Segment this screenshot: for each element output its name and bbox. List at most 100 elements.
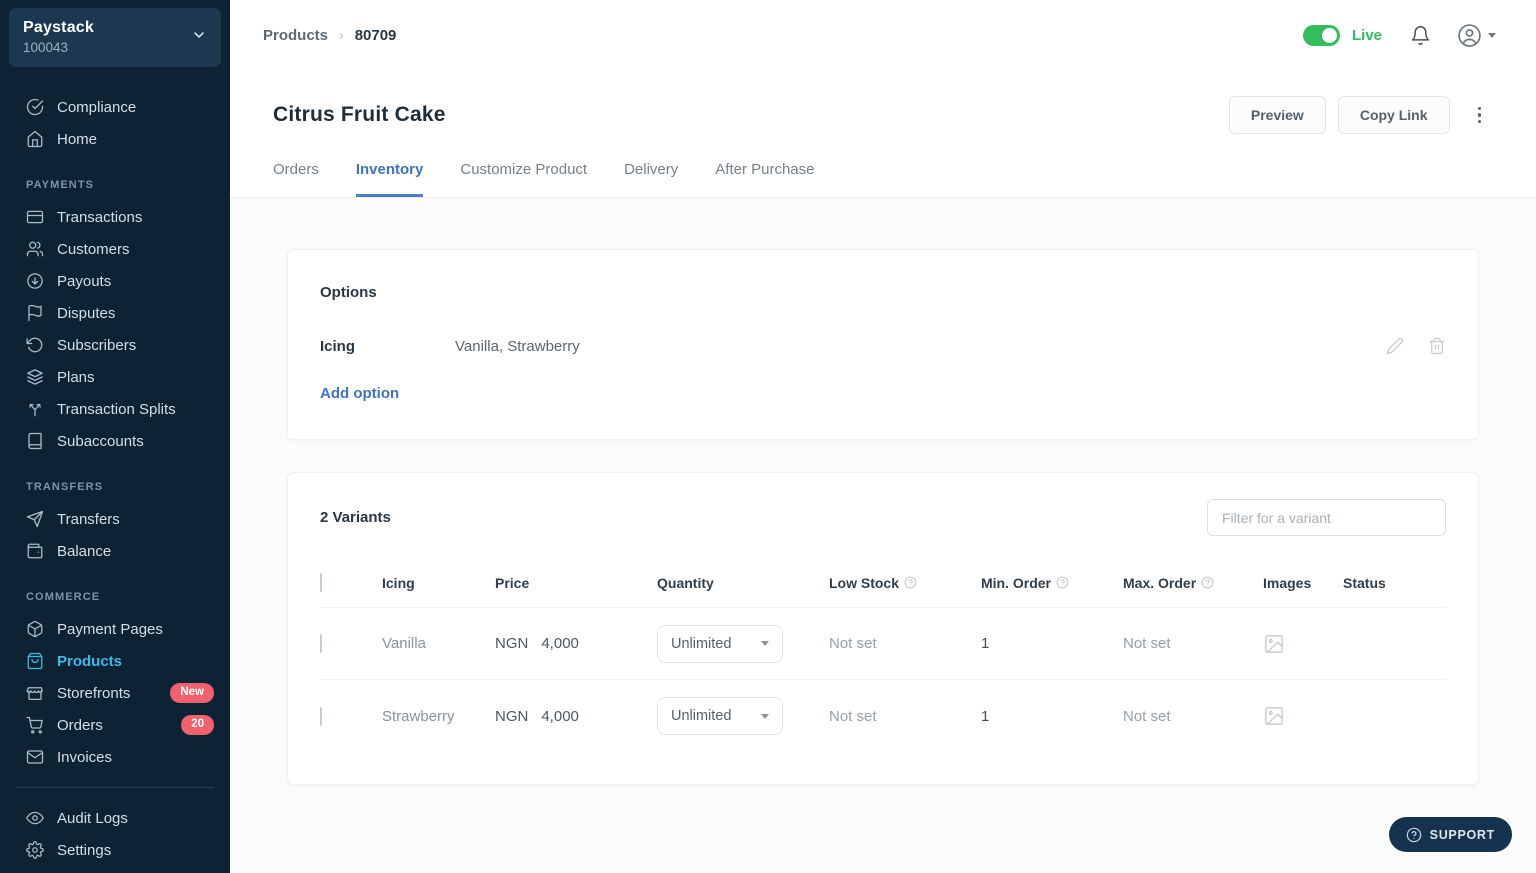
- user-avatar-icon: [1458, 23, 1481, 47]
- tab-orders[interactable]: Orders: [273, 161, 319, 178]
- business-switcher[interactable]: Paystack 100043: [9, 8, 221, 67]
- currency-label: NGN: [495, 707, 529, 725]
- column-header-label: Min. Order: [981, 574, 1052, 591]
- row-checkbox-cell: [320, 706, 382, 726]
- sidebar-item-transfers[interactable]: Transfers: [0, 503, 230, 535]
- support-label: SUPPORT: [1429, 827, 1495, 842]
- column-header-images: Images: [1263, 575, 1343, 591]
- sidebar-section-label: TRANSFERS: [26, 481, 104, 493]
- tab-delivery[interactable]: Delivery: [624, 161, 679, 178]
- currency-label: NGN: [495, 635, 529, 652]
- copy-link-button[interactable]: Copy Link: [1337, 96, 1450, 134]
- account-menu[interactable]: [1457, 23, 1496, 48]
- quantity-value: Unlimited: [671, 708, 732, 724]
- sidebar-item-compliance[interactable]: Compliance: [0, 91, 230, 123]
- sidebar-divider: [16, 787, 214, 788]
- breadcrumb: Products › 80709: [263, 27, 396, 44]
- rotate-ccw-icon: [26, 336, 44, 354]
- caret-down-icon: [761, 641, 769, 646]
- select-all-checkbox[interactable]: [320, 572, 322, 592]
- toggle-knob: [1324, 646, 1340, 663]
- sidebar-item-products[interactable]: Products: [0, 645, 230, 677]
- tab-customize-product[interactable]: Customize Product: [460, 161, 588, 178]
- sidebar-item-subaccounts[interactable]: Subaccounts: [0, 425, 230, 457]
- image-placeholder-icon[interactable]: [1263, 633, 1343, 655]
- quantity-cell: Unlimited: [657, 624, 829, 663]
- sidebar-item-invoices[interactable]: Invoices: [0, 741, 230, 773]
- eye-icon: [26, 809, 44, 827]
- book-icon: [26, 432, 44, 450]
- sidebar-item-disputes[interactable]: Disputes: [0, 297, 230, 329]
- sidebar-badge: 20: [181, 715, 214, 735]
- tab-after-purchase[interactable]: After Purchase: [715, 161, 815, 178]
- caret-down-icon: [1488, 32, 1496, 38]
- main-area: Products › 80709 Live Citrus Fruit Cake: [230, 0, 1536, 873]
- page-title: Citrus Fruit Cake: [273, 103, 446, 126]
- variant-name-cell: Strawberry: [382, 707, 455, 725]
- sidebar-item-plans[interactable]: Plans: [0, 361, 230, 393]
- help-circle-icon: [1406, 827, 1421, 842]
- image-placeholder-icon[interactable]: [1263, 705, 1343, 727]
- variants-header: 2 Variants: [320, 499, 1446, 536]
- split-icon: [26, 400, 44, 418]
- title-row: Citrus Fruit Cake Preview Copy Link: [273, 96, 1489, 134]
- toggle-knob: [1321, 27, 1337, 43]
- sidebar-item-payment-pages[interactable]: Payment Pages: [0, 613, 230, 645]
- add-option-link[interactable]: Add option: [320, 385, 400, 402]
- preview-button[interactable]: Preview: [1228, 96, 1326, 134]
- more-options-kebab-icon[interactable]: [1470, 101, 1490, 130]
- sidebar-item-orders[interactable]: Orders 20: [0, 709, 230, 741]
- variants-table: Icing Price Quantity Low Stock Min. Order Max…: [320, 558, 1446, 752]
- help-circle-icon[interactable]: [904, 576, 917, 589]
- sidebar-item-label: Subaccounts: [57, 432, 144, 450]
- delete-trash-icon[interactable]: [1428, 337, 1446, 355]
- sidebar-badge: New: [170, 683, 214, 703]
- sidebar-item-storefronts[interactable]: Storefronts New: [0, 677, 230, 709]
- sidebar-item-label: Settings: [57, 841, 112, 859]
- sidebar-section-label: PAYMENTS: [26, 179, 95, 191]
- business-info: Paystack 100043: [23, 19, 94, 55]
- low-stock-cell: Not set: [829, 707, 877, 725]
- row-checkbox[interactable]: [320, 634, 322, 653]
- sidebar-item-transaction-splits[interactable]: Transaction Splits: [0, 393, 230, 425]
- notifications-bell-icon[interactable]: [1410, 25, 1431, 46]
- sidebar-item-transactions[interactable]: Transactions: [0, 201, 230, 233]
- home-icon: [26, 130, 44, 148]
- tab-inventory[interactable]: Inventory: [355, 161, 424, 197]
- sidebar-item-audit-logs[interactable]: Audit Logs: [0, 802, 230, 834]
- breadcrumb-products[interactable]: Products: [263, 26, 329, 44]
- column-header-label: Quantity: [657, 574, 714, 591]
- price-value: 4,000: [541, 707, 579, 725]
- sidebar-item-subscribers[interactable]: Subscribers: [0, 329, 230, 361]
- mail-icon: [26, 748, 44, 766]
- variant-filter-input[interactable]: [1207, 499, 1446, 536]
- support-button[interactable]: SUPPORT: [1388, 817, 1512, 852]
- sidebar-item-label: Disputes: [57, 304, 116, 322]
- quantity-dropdown[interactable]: Unlimited: [657, 624, 783, 663]
- live-mode-toggle[interactable]: [1302, 24, 1340, 46]
- sidebar-item-settings[interactable]: Settings: [0, 834, 230, 866]
- send-icon: [26, 510, 44, 528]
- toggle-knob: [1324, 719, 1340, 735]
- sidebar-item-label: Transactions: [57, 208, 143, 226]
- sidebar-item-customers[interactable]: Customers: [0, 233, 230, 265]
- breadcrumb-separator-icon: ›: [339, 27, 344, 43]
- sidebar-item-balance[interactable]: Balance: [0, 535, 230, 567]
- table-header-row: Icing Price Quantity Low Stock Min. Order Max…: [320, 558, 1446, 608]
- sidebar-item-payouts[interactable]: Payouts: [0, 265, 230, 297]
- quantity-dropdown[interactable]: Unlimited: [657, 697, 783, 735]
- help-circle-icon[interactable]: [1056, 576, 1069, 589]
- column-header-label: Max. Order: [1123, 574, 1197, 591]
- sidebar-item-label: Audit Logs: [57, 809, 128, 827]
- help-circle-icon[interactable]: [1201, 576, 1214, 589]
- card-icon: [26, 208, 44, 226]
- column-header-status: Status: [1343, 575, 1446, 591]
- option-name: Icing: [320, 337, 356, 355]
- row-checkbox[interactable]: [320, 706, 322, 726]
- sidebar-item-home[interactable]: Home: [0, 123, 230, 155]
- images-cell: [1263, 705, 1343, 727]
- page-header: Citrus Fruit Cake Preview Copy Link Orde…: [230, 70, 1536, 198]
- variants-card: 2 Variants Icing Price Quantity Low Stock Mi…: [287, 472, 1479, 785]
- images-cell: [1263, 633, 1343, 655]
- edit-pencil-icon[interactable]: [1386, 337, 1404, 355]
